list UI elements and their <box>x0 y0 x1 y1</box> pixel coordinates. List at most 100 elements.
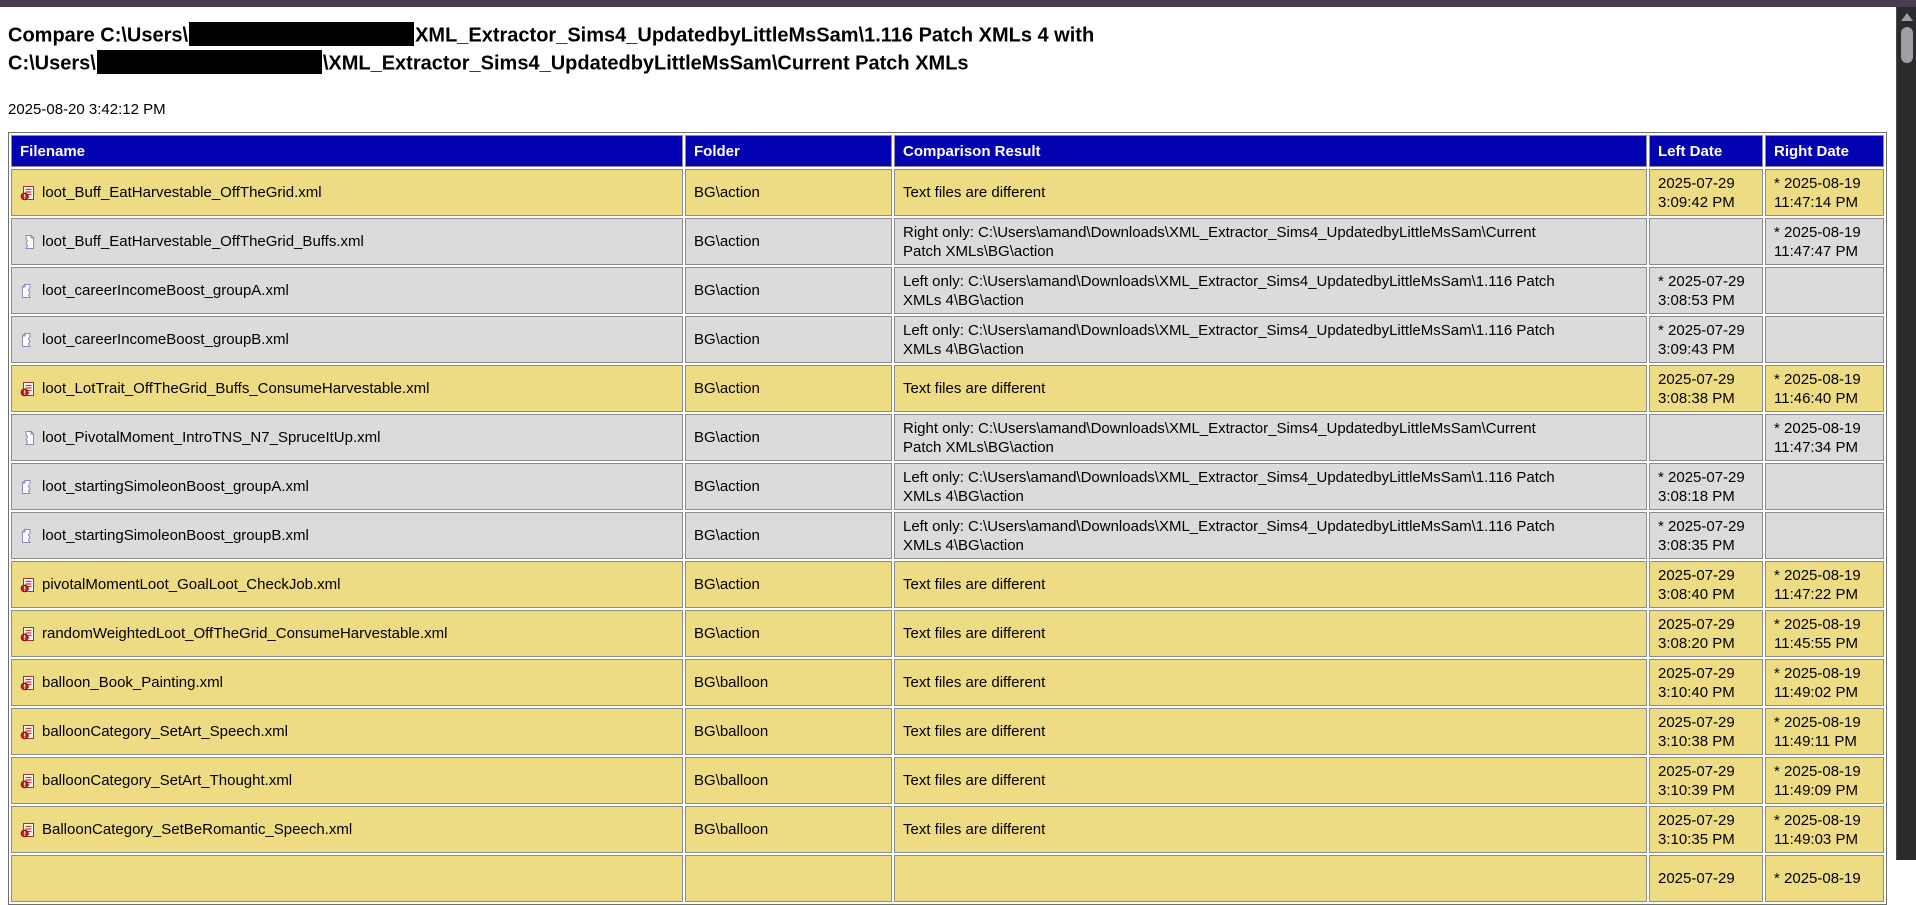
cell-left-date: 2025-07-29 3:08:40 PM <box>1649 561 1763 608</box>
cell-right-date: * 2025-08-19 11:46:40 PM <box>1765 365 1884 412</box>
cell-comparison-result: Text files are different <box>894 561 1647 608</box>
file-left-only-icon <box>20 527 36 544</box>
cell-filename: loot_careerIncomeBoost_groupA.xml <box>11 267 683 314</box>
filename-text: loot_careerIncomeBoost_groupB.xml <box>42 331 289 348</box>
cell-left-date: 2025-07-29 3:10:39 PM <box>1649 757 1763 804</box>
filename-text: loot_LotTrait_OffTheGrid_Buffs_ConsumeHa… <box>42 380 430 397</box>
table-row: loot_LotTrait_OffTheGrid_Buffs_ConsumeHa… <box>11 365 1884 412</box>
cell-folder: BG\balloon <box>685 757 892 804</box>
scrollbar-thumb[interactable] <box>1901 27 1913 63</box>
filename-text: BalloonCategory_SetBeRomantic_Speech.xml <box>42 821 353 838</box>
filename-text: loot_PivotalMoment_IntroTNS_N7_SpruceItU… <box>42 429 381 446</box>
file-left-only-icon <box>20 478 36 495</box>
filename-text: loot_Buff_EatHarvestable_OffTheGrid_Buff… <box>42 233 364 250</box>
cell-left-date: 2025-07-29 3:10:38 PM <box>1649 708 1763 755</box>
table-row: loot_startingSimoleonBoost_groupA.xml BG\… <box>11 463 1884 510</box>
cell-comparison-result: Right only: C:\Users\amand\Downloads\XML… <box>894 414 1647 461</box>
table-row: 2025-07-29 * 2025-08-19 <box>11 855 1884 902</box>
filename-text: balloon_Book_Painting.xml <box>42 674 223 691</box>
filename-text: loot_careerIncomeBoost_groupA.xml <box>42 282 289 299</box>
cell-filename: loot_startingSimoleonBoost_groupA.xml <box>11 463 683 510</box>
scrollbar-up-arrow-icon[interactable] <box>1901 13 1913 21</box>
table-row: randomWeightedLoot_OffTheGrid_ConsumeHar… <box>11 610 1884 657</box>
filename-text: randomWeightedLoot_OffTheGrid_ConsumeHar… <box>42 625 448 642</box>
cell-comparison-result: Right only: C:\Users\amand\Downloads\XML… <box>894 218 1647 265</box>
redacted-username-box-1 <box>189 22 415 46</box>
cell-folder: BG\balloon <box>685 806 892 853</box>
cell-folder: BG\balloon <box>685 659 892 706</box>
cell-right-date: * 2025-08-19 11:49:09 PM <box>1765 757 1884 804</box>
cell-left-date <box>1649 218 1763 265</box>
cell-comparison-result: Text files are different <box>894 365 1647 412</box>
table-row: loot_startingSimoleonBoost_groupB.xml BG\… <box>11 512 1884 559</box>
cell-comparison-result: Text files are different <box>894 806 1647 853</box>
cell-comparison-result <box>894 855 1647 902</box>
cell-filename: balloon_Book_Painting.xml <box>11 659 683 706</box>
cell-filename: loot_Buff_EatHarvestable_OffTheGrid_Buff… <box>11 218 683 265</box>
cell-left-date: * 2025-07-29 3:08:53 PM <box>1649 267 1763 314</box>
cell-folder: BG\action <box>685 610 892 657</box>
table-row: loot_Buff_EatHarvestable_OffTheGrid_Buff… <box>11 218 1884 265</box>
cell-left-date: 2025-07-29 3:10:35 PM <box>1649 806 1763 853</box>
cell-right-date: * 2025-08-19 11:49:02 PM <box>1765 659 1884 706</box>
file-different-icon <box>20 675 36 691</box>
cell-filename: balloonCategory_SetArt_Speech.xml <box>11 708 683 755</box>
cell-comparison-result: Left only: C:\Users\amand\Downloads\XML_… <box>894 316 1647 363</box>
cell-left-date: 2025-07-29 3:10:40 PM <box>1649 659 1763 706</box>
filename-text: balloonCategory_SetArt_Speech.xml <box>42 723 288 740</box>
cell-filename: randomWeightedLoot_OffTheGrid_ConsumeHar… <box>11 610 683 657</box>
table-row: BalloonCategory_SetBeRomantic_Speech.xml… <box>11 806 1884 853</box>
cell-right-date: * 2025-08-19 11:45:55 PM <box>1765 610 1884 657</box>
column-header-comparison-result: Comparison Result <box>894 135 1647 167</box>
table-row: loot_PivotalMoment_IntroTNS_N7_SpruceItU… <box>11 414 1884 461</box>
cell-folder: BG\balloon <box>685 708 892 755</box>
table-row: balloon_Book_Painting.xml BG\balloon Text … <box>11 659 1884 706</box>
cell-comparison-result: Text files are different <box>894 610 1647 657</box>
title-line1-prefix: Compare C:\Users\ <box>8 24 189 47</box>
cell-folder: BG\action <box>685 561 892 608</box>
cell-left-date: 2025-07-29 <box>1649 855 1763 902</box>
cell-right-date: * 2025-08-19 11:47:14 PM <box>1765 169 1884 216</box>
cell-right-date <box>1765 267 1884 314</box>
table-row: balloonCategory_SetArt_Thought.xml BG\bal… <box>11 757 1884 804</box>
comparison-table: Filename Folder Comparison Result Left D… <box>8 132 1887 905</box>
cell-left-date: * 2025-07-29 3:09:43 PM <box>1649 316 1763 363</box>
table-row: loot_Buff_EatHarvestable_OffTheGrid.xml B… <box>11 169 1884 216</box>
file-left-only-icon <box>20 282 36 299</box>
title-line2-prefix: C:\Users\ <box>8 52 96 75</box>
page-title: Compare C:\Users\ XML_Extractor_Sims4_Upd… <box>8 22 1916 78</box>
cell-comparison-result: Text files are different <box>894 659 1647 706</box>
cell-left-date <box>1649 414 1763 461</box>
cell-right-date: * 2025-08-19 11:49:03 PM <box>1765 806 1884 853</box>
filename-text: loot_Buff_EatHarvestable_OffTheGrid.xml <box>42 184 322 201</box>
filename-text: balloonCategory_SetArt_Thought.xml <box>42 772 293 789</box>
comparison-table-body: loot_Buff_EatHarvestable_OffTheGrid.xml B… <box>11 169 1884 902</box>
column-header-folder: Folder <box>685 135 892 167</box>
cell-right-date: * 2025-08-19 11:49:11 PM <box>1765 708 1884 755</box>
cell-right-date: * 2025-08-19 <box>1765 855 1884 902</box>
cell-folder: BG\action <box>685 463 892 510</box>
redacted-username-box-2 <box>96 50 322 74</box>
title-line2-suffix: \XML_Extractor_Sims4_UpdatedbyLittleMsSa… <box>322 52 969 75</box>
cell-filename: loot_startingSimoleonBoost_groupB.xml <box>11 512 683 559</box>
cell-filename: loot_PivotalMoment_IntroTNS_N7_SpruceItU… <box>11 414 683 461</box>
cell-left-date: * 2025-07-29 3:08:35 PM <box>1649 512 1763 559</box>
cell-right-date: * 2025-08-19 11:47:47 PM <box>1765 218 1884 265</box>
cell-folder: BG\action <box>685 316 892 363</box>
file-different-icon <box>20 724 36 740</box>
file-different-icon <box>20 626 36 642</box>
table-header-row: Filename Folder Comparison Result Left D… <box>11 135 1884 167</box>
cell-filename: BalloonCategory_SetBeRomantic_Speech.xml <box>11 806 683 853</box>
table-row: loot_careerIncomeBoost_groupA.xml BG\acti… <box>11 267 1884 314</box>
column-header-left-date: Left Date <box>1649 135 1763 167</box>
file-left-only-icon <box>20 331 36 348</box>
filename-text: pivotalMomentLoot_GoalLoot_CheckJob.xml <box>42 576 341 593</box>
cell-right-date: * 2025-08-19 11:47:22 PM <box>1765 561 1884 608</box>
vertical-scrollbar[interactable] <box>1896 0 1916 860</box>
cell-folder: BG\action <box>685 365 892 412</box>
cell-comparison-result: Left only: C:\Users\amand\Downloads\XML_… <box>894 463 1647 510</box>
cell-filename: loot_LotTrait_OffTheGrid_Buffs_ConsumeHa… <box>11 365 683 412</box>
file-different-icon <box>20 185 36 201</box>
cell-left-date: * 2025-07-29 3:08:18 PM <box>1649 463 1763 510</box>
